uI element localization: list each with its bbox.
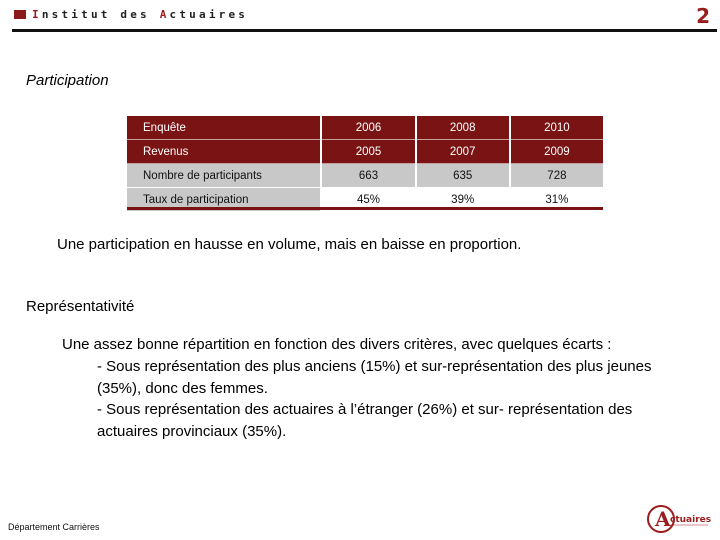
brand-accent-initial: A [159, 8, 170, 21]
header-rule [12, 29, 717, 32]
participation-summary: Une participation en hausse en volume, m… [57, 236, 522, 253]
table-row: Revenus 2005 2007 2009 [127, 139, 603, 164]
bullet-item: - Sous représentation des actuaires à l’… [97, 401, 633, 440]
table-row: Enquête 2006 2008 2010 [127, 116, 603, 140]
bullet-item: - Sous représentation des plus anciens (… [97, 358, 652, 397]
table-cell: 2009 [509, 139, 603, 164]
header-brand: Institut des Actuaires [14, 8, 248, 21]
table-cell: 635 [415, 163, 511, 188]
table-cell: 663 [321, 163, 417, 188]
table-cell: 2005 [321, 139, 417, 164]
table-row-label: Enquête [127, 116, 323, 140]
brand-text: Institut des Actuaires [32, 8, 248, 21]
table-row-label: Revenus [127, 139, 323, 164]
table-row-label: Nombre de participants [127, 163, 323, 188]
brand-accent-rest: ctuaires [169, 8, 249, 21]
footer-department: Département Carrières [8, 522, 100, 532]
table-row: Taux de participation 45% 39% 31% [127, 187, 603, 211]
actuaires-logo: A ctuaires [647, 505, 711, 533]
table-row: Nombre de participants 663 635 728 [127, 163, 603, 188]
logo-initial: A [654, 507, 671, 531]
table-row-label: Taux de participation [127, 187, 323, 211]
table-cell: 2008 [415, 116, 511, 140]
page-number: 2 [696, 4, 710, 28]
brand-prefix-rest: nstitut des [41, 8, 160, 21]
table-cell: 39% [415, 187, 511, 211]
participation-table: Enquête 2006 2008 2010 Revenus 2005 2007… [127, 116, 603, 211]
logo-ring [647, 505, 675, 533]
section-title-representativite: Représentativité [26, 298, 135, 315]
table-cell: 728 [509, 163, 603, 188]
representativite-intro: Une assez bonne répartition en fonction … [62, 336, 612, 353]
table-cell: 2006 [321, 116, 417, 140]
logo-text: ctuaires [670, 515, 711, 525]
table-cell: 2010 [509, 116, 603, 140]
table-cell: 2007 [415, 139, 511, 164]
table-bottom-rule [127, 207, 603, 210]
section-title-participation: Participation [26, 72, 109, 89]
brand-prefix-initial: I [32, 8, 42, 21]
brand-block [14, 10, 26, 19]
table-cell: 31% [509, 187, 603, 211]
table-cell: 45% [321, 187, 417, 211]
